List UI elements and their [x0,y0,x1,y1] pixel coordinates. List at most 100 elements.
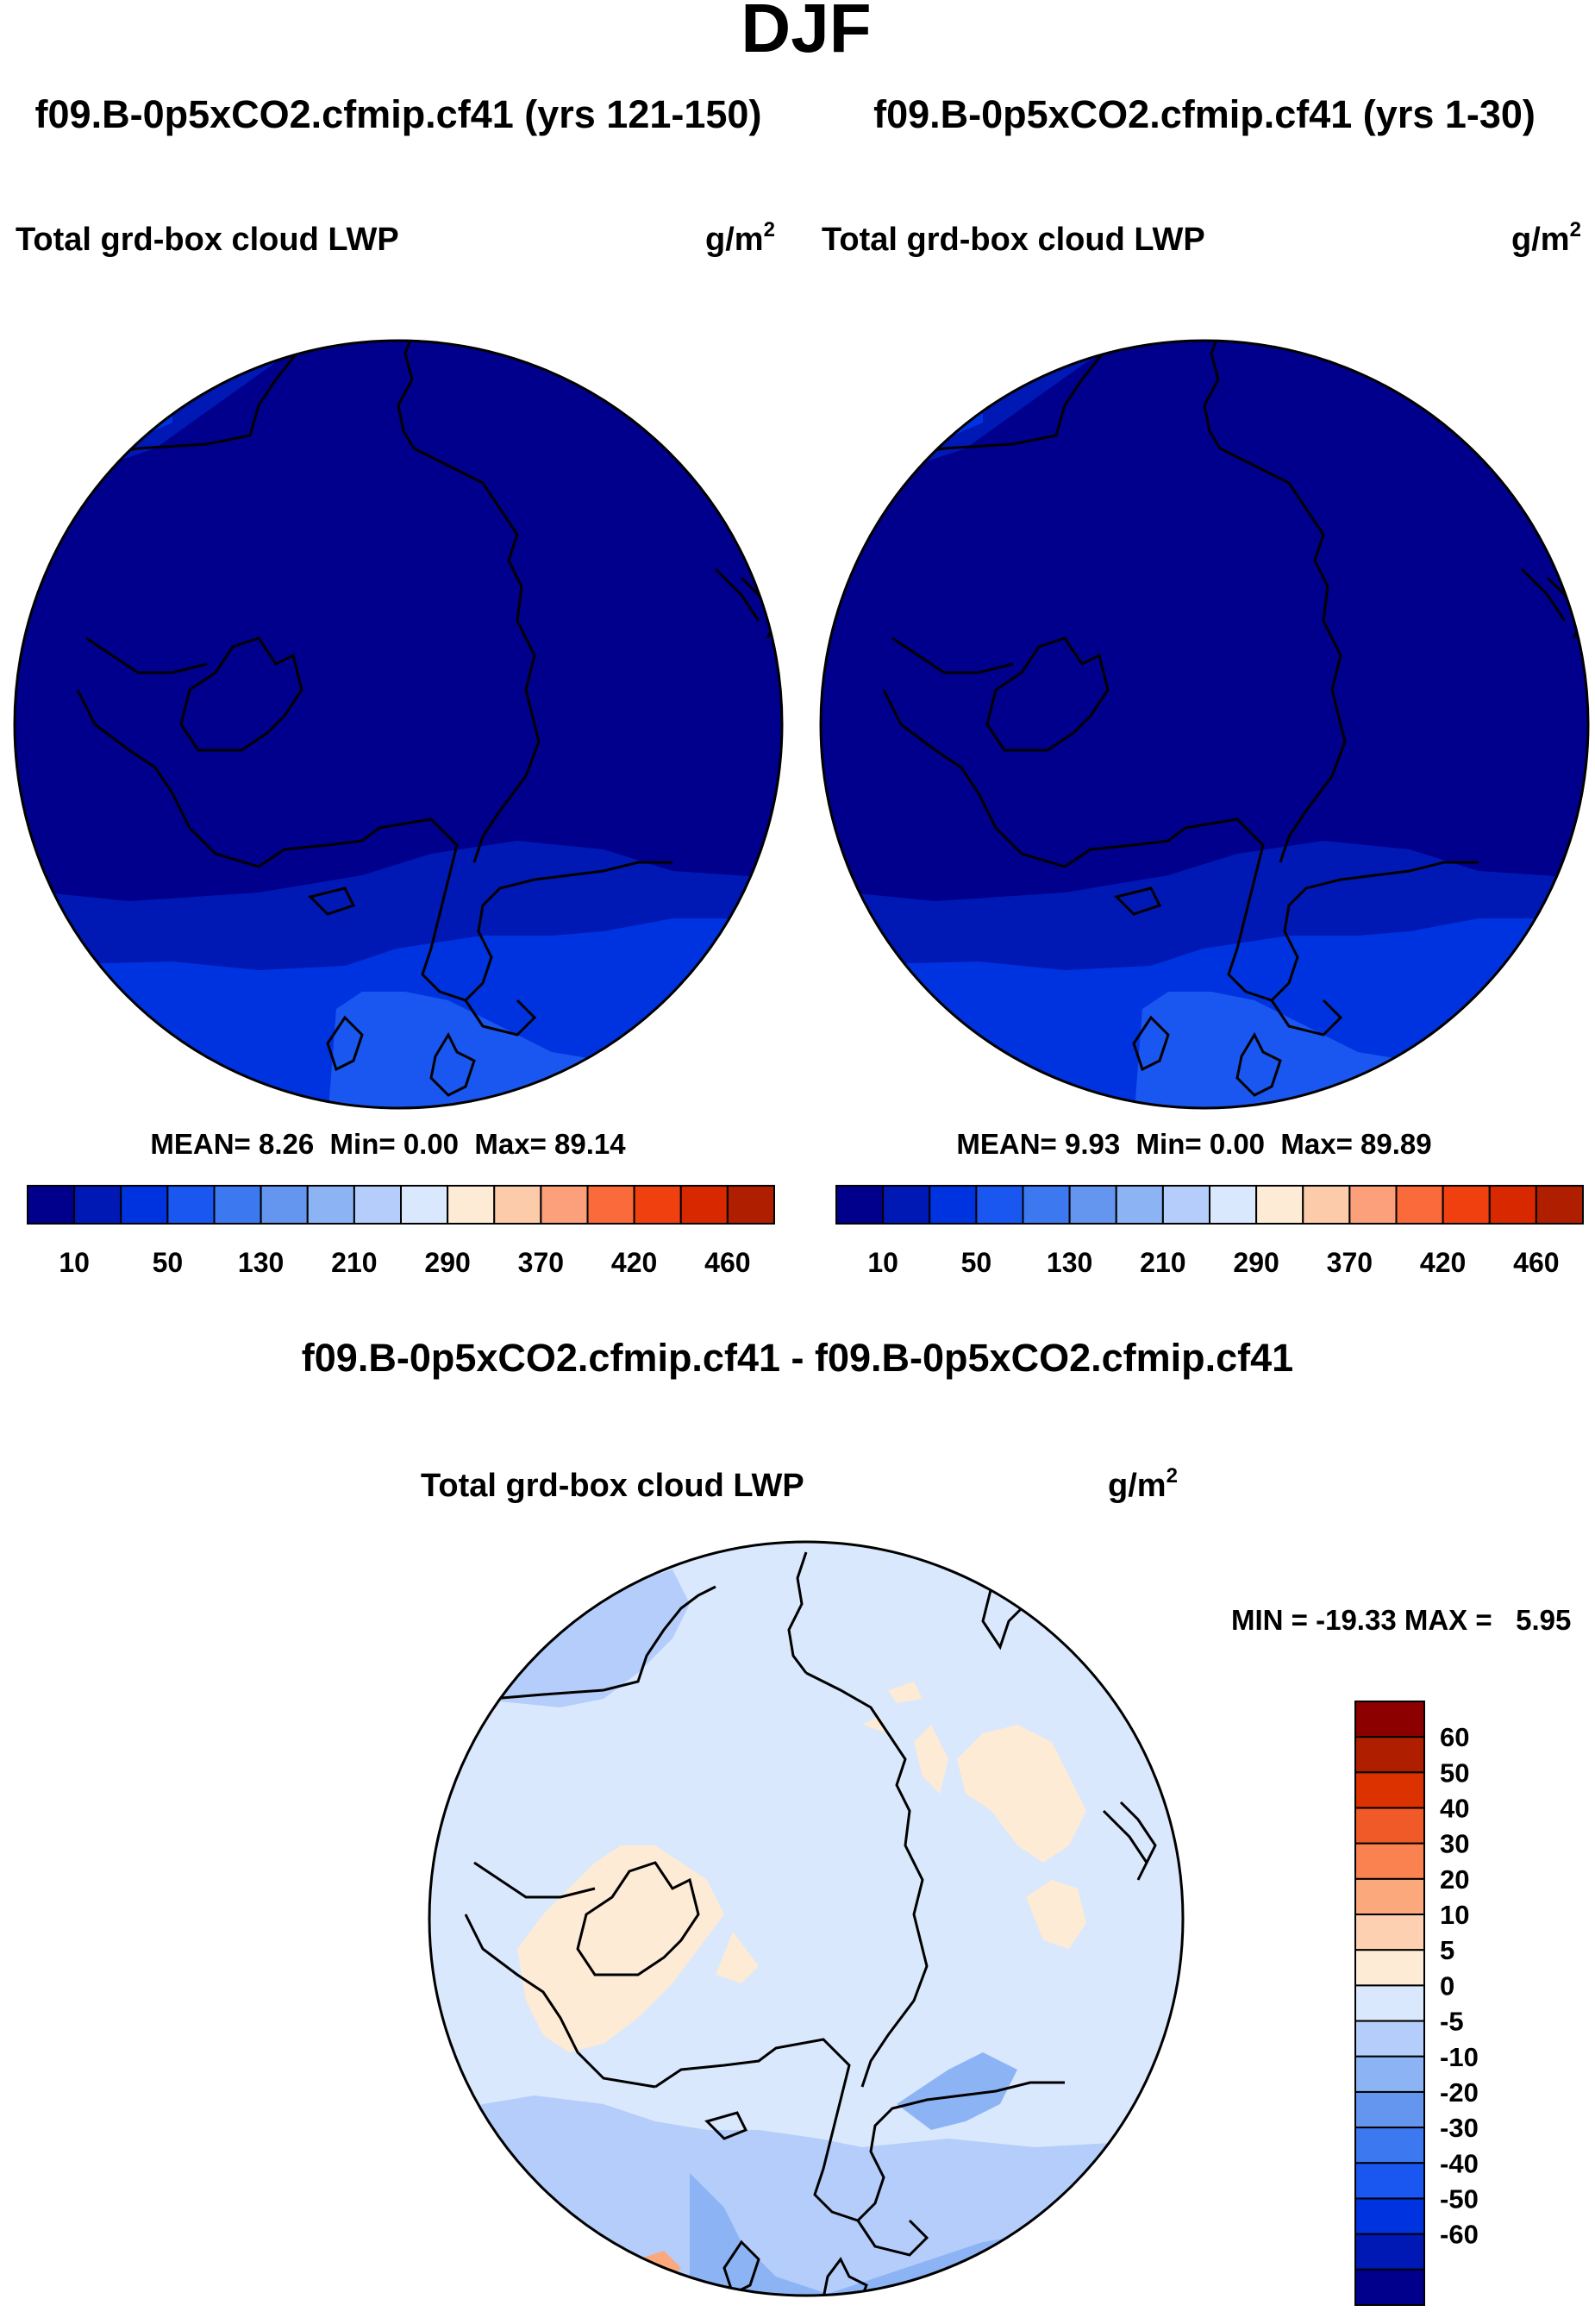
left-polar-map [13,339,784,1110]
right-colorbar-tick-label: 460 [1513,1247,1559,1278]
left-colorbar-tick-label: 10 [59,1247,90,1278]
diff-colorbar-tick-label: 10 [1440,1900,1469,1930]
diff-colorbar-swatch [1354,2162,1425,2200]
diff-colorbar [1354,1701,1425,2306]
right-run-title: f09.B-0p5xCO2.cfmip.cf41 (yrs 1-30) [873,92,1536,136]
diff-run-title: f09.B-0p5xCO2.cfmip.cf41 - f09.B-0p5xCO2… [302,1336,1293,1380]
diff-colorbar-tick-label: -50 [1440,2183,1479,2214]
left-colorbar-swatch [447,1185,496,1225]
right-colorbar-swatch [1348,1185,1398,1225]
left-units-label: g/m2 [705,218,775,258]
diff-coastlines [464,1551,1157,2296]
right-colorbar-tick-label: 210 [1140,1247,1185,1278]
diff-colorbar-tick-label: -5 [1440,2007,1464,2037]
diff-colorbar-swatch [1354,1807,1425,1845]
left-colorbar-swatch [166,1185,216,1225]
diff-polar-map [428,1540,1185,2297]
right-colorbar-tick-label: 420 [1420,1247,1466,1278]
right-colorbar-swatch [835,1185,885,1225]
right-map-border [819,339,1590,1110]
diff-colorbar-tick-label: 40 [1440,1794,1469,1824]
left-colorbar-tick-label: 420 [611,1247,657,1278]
right-colorbar-swatch [1255,1185,1304,1225]
left-colorbar-tick-label: 210 [331,1247,377,1278]
diff-colorbar-swatch [1354,1701,1425,1738]
right-colorbar-tick-label: 130 [1047,1247,1092,1278]
diff-colorbar-swatch [1354,2197,1425,2235]
right-colorbar-swatch [1488,1185,1537,1225]
diff-colorbar-tick-label: -20 [1440,2077,1479,2108]
diff-colorbar-swatch [1354,2127,1425,2164]
right-colorbar-swatch [929,1185,978,1225]
right-colorbar-swatch [1442,1185,1491,1225]
right-colorbar-tick-label: 10 [867,1247,898,1278]
diff-colorbar-tick-label: 5 [1440,1935,1454,1965]
diff-colorbar-swatch [1354,1771,1425,1809]
right-colorbar-swatch [1161,1185,1210,1225]
diff-colorbar-tick-label: -60 [1440,2220,1479,2250]
diff-colorbar-swatch [1354,1736,1425,1774]
diff-colorbar-tick-label: -10 [1440,2042,1479,2072]
right-units-label: g/m2 [1511,218,1581,258]
left-colorbar-swatch [213,1185,262,1225]
diff-colorbar-swatch [1354,2090,1425,2129]
diff-colorbar-tick-label: 50 [1440,1757,1469,1788]
diff-colorbar-tick-label: 60 [1440,1722,1469,1752]
diff-colorbar-swatch [1354,1877,1425,1916]
right-colorbar-swatch [882,1185,931,1225]
left-colorbar-swatch [73,1185,122,1225]
right-colorbar-swatch [1302,1185,1351,1225]
left-run-title: f09.B-0p5xCO2.cfmip.cf41 (yrs 121-150) [35,92,762,136]
diff-minmax: MIN = -19.33 MAX = 5.95 [1231,1604,1571,1636]
right-colorbar-swatch [975,1185,1024,1225]
diff-colorbar-swatch [1354,1984,1425,2022]
left-colorbar-swatch [633,1185,682,1225]
left-colorbar-swatch [679,1185,729,1225]
diff-map-border [428,1540,1185,2297]
left-colorbar-tick-label: 130 [238,1247,284,1278]
right-colorbar-swatch [1209,1185,1258,1225]
left-stats: MEAN= 8.26 Min= 0.00 Max= 89.14 [150,1128,626,1160]
diff-colorbar-swatch [1354,2055,1425,2093]
left-colorbar-ticks: 10 50 130 210 290 370 420 460 [59,1247,750,1278]
right-colorbar [835,1185,1584,1225]
right-stats: MEAN= 9.93 Min= 0.00 Max= 89.89 [956,1128,1431,1160]
left-colorbar-swatch [353,1185,402,1225]
diff-units-label: g/m2 [1108,1464,1178,1504]
right-colorbar-swatch [1395,1185,1444,1225]
right-colorbar-swatch [1068,1185,1117,1225]
page-title: DJF [741,0,871,66]
left-colorbar-tick-label: 370 [518,1247,564,1278]
left-colorbar-swatch [726,1185,775,1225]
left-variable-label: Total grd-box cloud LWP [16,222,399,258]
left-colorbar-swatch [493,1185,542,1225]
diff-colorbar-tick-label: 20 [1440,1864,1469,1895]
diff-colorbar-swatch [1354,2233,1425,2271]
diff-colorbar-swatch [1354,2268,1425,2306]
diff-colorbar-tick-label: 0 [1440,1970,1454,2001]
right-colorbar-swatch [1115,1185,1164,1225]
right-polar-map [819,339,1590,1110]
diff-colorbar-swatch [1354,1949,1425,1987]
right-colorbar-tick-label: 370 [1327,1247,1373,1278]
left-colorbar-tick-label: 290 [424,1247,470,1278]
right-colorbar-tick-label: 290 [1233,1247,1279,1278]
right-variable-label: Total grd-box cloud LWP [822,222,1205,258]
left-colorbar-swatch [400,1185,449,1225]
left-colorbar-swatch [306,1185,355,1225]
left-colorbar-swatch [120,1185,169,1225]
diff-colorbar-tick-label: -30 [1440,2113,1479,2143]
diff-colorbar-tick-label: 30 [1440,1829,1469,1859]
left-colorbar-swatch [586,1185,635,1225]
diff-colorbar-swatch [1354,2020,1425,2058]
left-map-border [13,339,784,1110]
left-colorbar-tick-label: 460 [704,1247,750,1278]
right-colorbar-swatch [1022,1185,1071,1225]
right-colorbar-swatch [1535,1185,1584,1225]
left-colorbar-tick-label: 50 [153,1247,184,1278]
right-colorbar-tick-label: 50 [961,1247,992,1278]
left-colorbar-swatch [27,1185,76,1225]
diff-colorbar-swatch [1354,1842,1425,1880]
